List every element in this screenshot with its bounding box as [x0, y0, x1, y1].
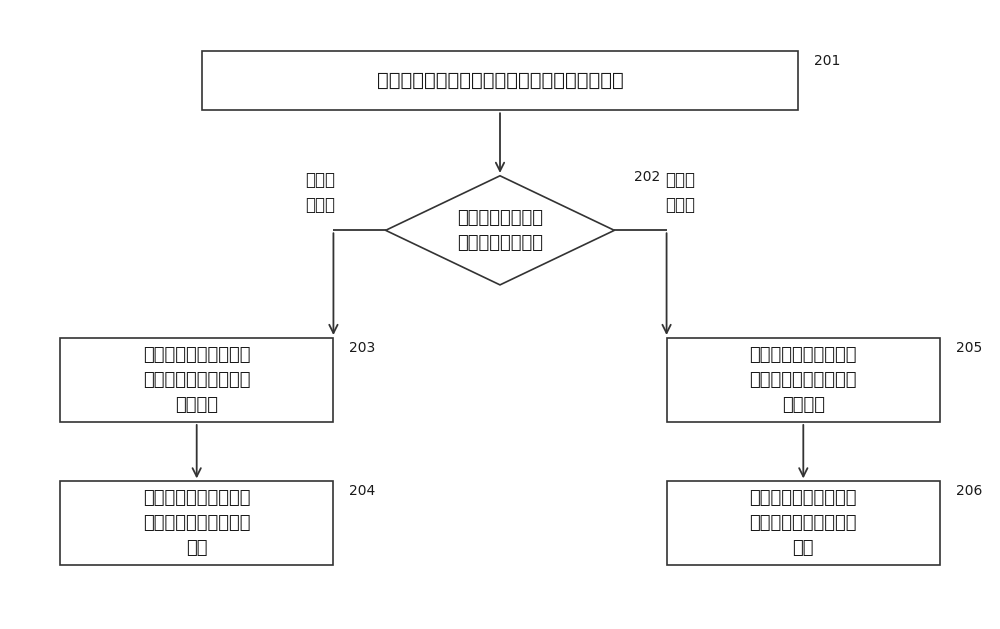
- Text: 挡位为
前进挡: 挡位为 前进挡: [305, 172, 335, 214]
- Text: 205: 205: [956, 341, 982, 355]
- Text: 获取电动汽车当前的制动状态、挡位状态和车速: 获取电动汽车当前的制动状态、挡位状态和车速: [377, 71, 623, 90]
- Text: 指定时长内的车速大于
第二预设值，确定第二
目标扭矩: 指定时长内的车速大于 第二预设值，确定第二 目标扭矩: [750, 346, 857, 414]
- Text: 在制动使能状态的
情况下，判断挡位: 在制动使能状态的 情况下，判断挡位: [457, 209, 543, 252]
- Bar: [667, 338, 940, 422]
- Text: 202: 202: [634, 170, 661, 184]
- Bar: [60, 338, 333, 422]
- Text: 203: 203: [349, 341, 376, 355]
- Polygon shape: [386, 175, 614, 285]
- Text: 控制电动汽车的电机输
出的扭矩为该第二目标
扭矩: 控制电动汽车的电机输 出的扭矩为该第二目标 扭矩: [750, 489, 857, 557]
- Text: 206: 206: [956, 484, 982, 498]
- Bar: [202, 51, 798, 110]
- Text: 挡位为
后退挡: 挡位为 后退挡: [665, 172, 695, 214]
- Text: 204: 204: [349, 484, 376, 498]
- Text: 控制电动汽车的电机输
出的扭矩为该第一目标
扭矩: 控制电动汽车的电机输 出的扭矩为该第一目标 扭矩: [143, 489, 250, 557]
- Bar: [667, 481, 940, 565]
- Bar: [60, 481, 333, 565]
- Text: 201: 201: [814, 54, 841, 68]
- Text: 指定时长内的车速小于
第一预设值，确定第一
目标扭矩: 指定时长内的车速小于 第一预设值，确定第一 目标扭矩: [143, 346, 250, 414]
